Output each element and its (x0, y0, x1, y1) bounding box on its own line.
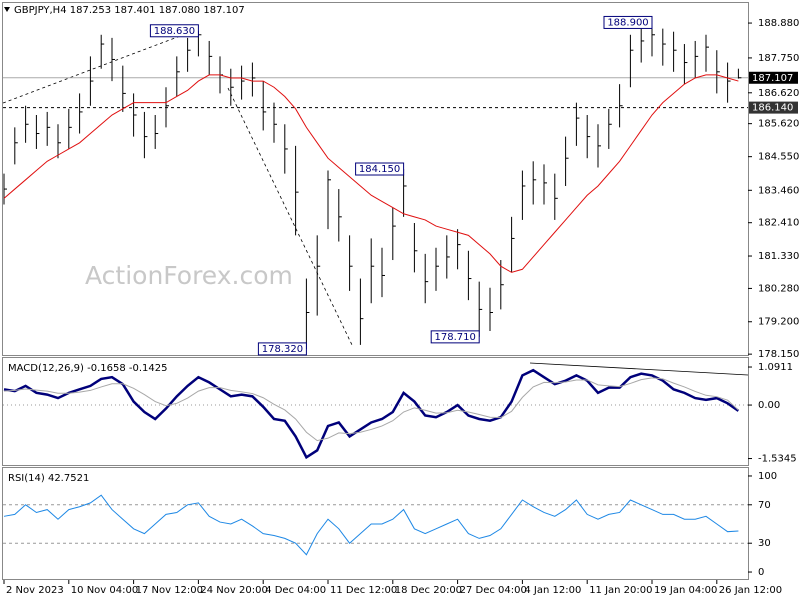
moving-average (3, 74, 739, 273)
indicator-line (3, 377, 739, 442)
y-tick-label: 188.880 (758, 18, 799, 29)
x-tick-label: 10 Nov 04:00 (71, 585, 138, 596)
y-tick-label: 1.0911 (758, 362, 793, 373)
y-tick-label: 179.200 (758, 317, 799, 328)
indicator-line (3, 368, 740, 460)
annotation-label: 178.320 (262, 344, 303, 355)
rsi-panel (2, 467, 749, 580)
y-tick-label: 178.150 (758, 349, 799, 360)
y-tick-label: 183.460 (758, 185, 799, 196)
annotation-label: 188.630 (154, 26, 195, 37)
annotation-box (355, 162, 405, 176)
annotation-box (149, 24, 199, 38)
chart-title: GBPJPY,H4 187.253 187.401 187.080 187.10… (14, 5, 245, 16)
y-tick-label: 184.550 (758, 152, 799, 163)
y-tick-label: 100 (758, 471, 777, 482)
annotation-label: 184.150 (359, 164, 400, 175)
x-tick-label: 27 Dec 04:00 (460, 585, 527, 596)
y-tick-label: 186.620 (758, 88, 799, 99)
x-tick-label: 24 Nov 20:00 (200, 585, 267, 596)
y-tick-label: 180.280 (758, 283, 799, 294)
menu-icon (4, 7, 10, 12)
x-tick-label: 4 Dec 04:00 (265, 585, 326, 596)
x-tick-label: 11 Dec 12:00 (330, 585, 397, 596)
price-label: 187.107 (752, 73, 793, 84)
y-tick-label: 182.410 (758, 218, 799, 229)
price-label-box (749, 71, 798, 84)
price-panel (2, 2, 749, 356)
annotation-label: 188.900 (607, 17, 648, 28)
price-label: 186.140 (752, 103, 793, 114)
panel-title: RSI(14) 42.7521 (8, 473, 89, 484)
x-tick-label: 19 Jan 04:00 (654, 585, 717, 596)
price-label-box (749, 101, 798, 114)
annotation-box (603, 15, 653, 29)
y-tick-label: 185.620 (758, 119, 799, 130)
annotation-label: 178.710 (435, 332, 476, 343)
trend-line (529, 362, 749, 376)
x-tick-label: 26 Jan 12:00 (719, 585, 782, 596)
x-tick-label: 2 Nov 2023 (6, 585, 64, 596)
y-tick-label: 30 (758, 538, 771, 549)
y-tick-label: 181.330 (758, 251, 799, 262)
panel-title: MACD(12,26,9) -0.1658 -0.1425 (8, 363, 168, 374)
annotation-box (257, 342, 307, 356)
macd-panel (2, 357, 749, 466)
x-tick-label: 4 Jan 12:00 (524, 585, 581, 596)
watermark: ActionForex.com (85, 261, 293, 290)
y-tick-label: 70 (758, 500, 771, 511)
trend-line (2, 29, 197, 104)
annotation-box (430, 330, 480, 344)
indicator-line (3, 494, 739, 556)
y-tick-label: 0 (758, 567, 764, 578)
x-tick-label: 11 Jan 20:00 (589, 585, 652, 596)
x-tick-label: 18 Dec 20:00 (395, 585, 462, 596)
y-tick-label: 187.750 (758, 53, 799, 64)
y-tick-label: 0.00 (758, 400, 780, 411)
y-tick-label: -1.5345 (758, 454, 797, 465)
x-tick-label: 17 Nov 12:00 (136, 585, 203, 596)
